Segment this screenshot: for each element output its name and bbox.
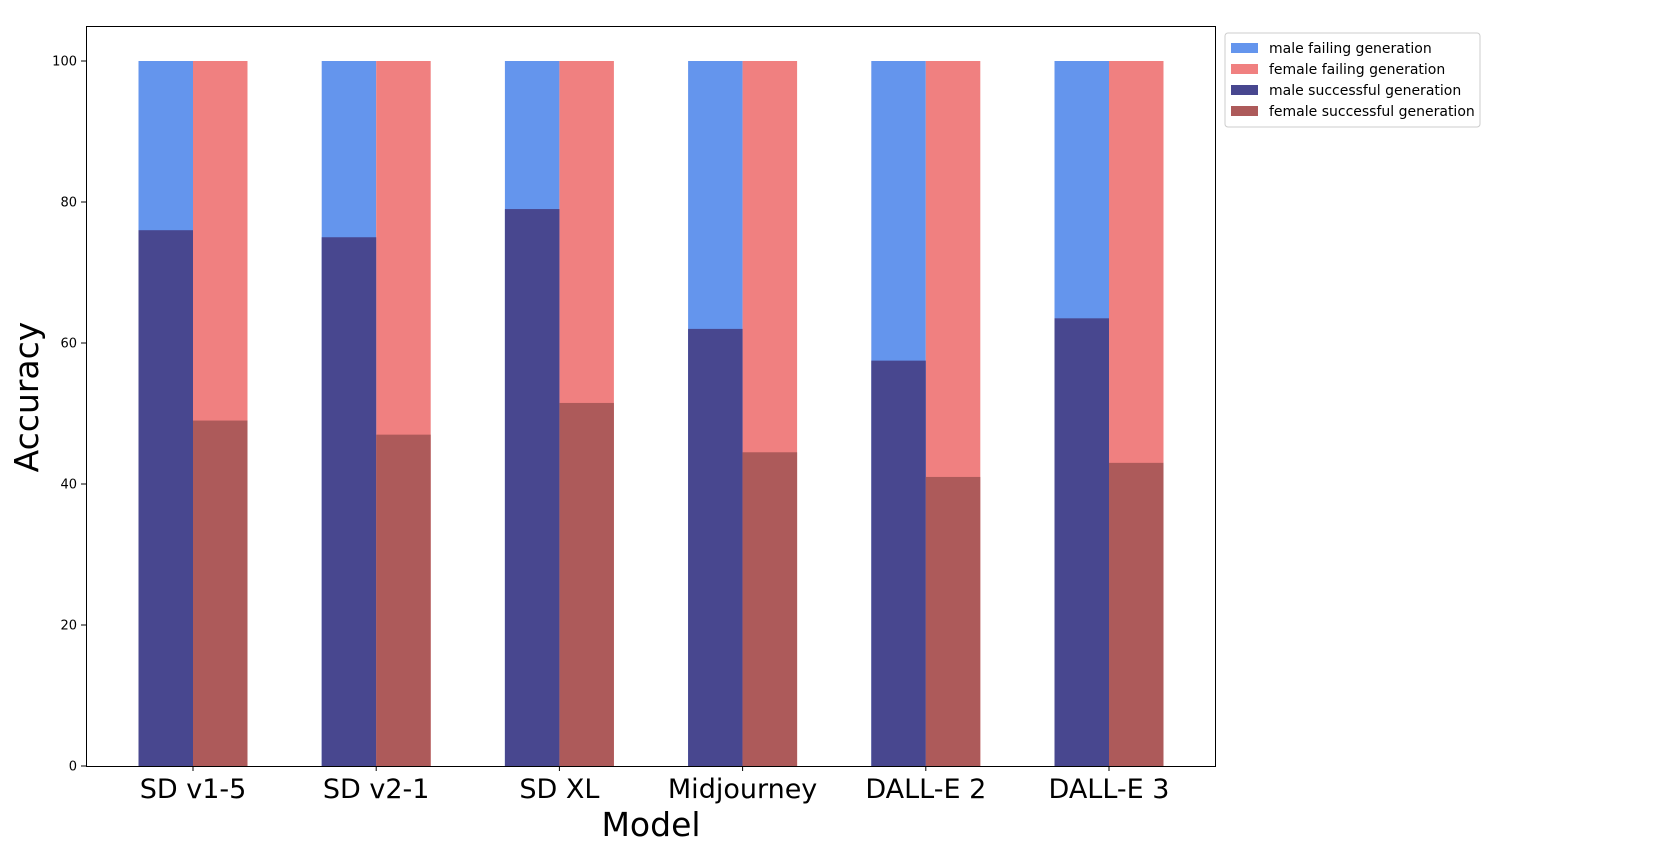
bar-female-successful-generation: [193, 420, 248, 766]
y-tick-label: 60: [60, 337, 77, 352]
legend-swatch-female-failing-generation: [1231, 64, 1258, 74]
legend-label-male-successful-generation: male successful generation: [1269, 83, 1461, 99]
bar-male-successful-generation: [871, 360, 926, 766]
legend-label-male-failing-generation: male failing generation: [1269, 41, 1432, 57]
bars: [138, 61, 1164, 767]
bar-female-successful-generation: [559, 402, 614, 766]
bar-female-successful-generation: [742, 452, 798, 766]
plot-frame: [86, 26, 1216, 767]
bar-male-successful-generation: [504, 209, 560, 767]
x-tick-label: SD v1-5: [140, 774, 247, 805]
x-tick-label: SD XL: [519, 774, 599, 805]
legend-label-female-successful-generation: female successful generation: [1269, 104, 1475, 120]
bar-male-successful-generation: [688, 328, 743, 766]
legend: male failing generation female failing ge…: [1224, 32, 1481, 128]
bar-male-successful-generation: [138, 230, 193, 766]
legend-swatch-male-successful-generation: [1231, 85, 1258, 95]
legend-label-female-failing-generation: female failing generation: [1269, 62, 1445, 78]
y-tick-label: 80: [60, 196, 77, 211]
bar-female-successful-generation: [376, 434, 431, 766]
legend-box: [1224, 32, 1481, 128]
y-axis-title: Accuracy: [7, 322, 46, 473]
x-axis: SD v1-5 SD v2-1 SD XL Midjourney DALL-E 2 DAL…: [140, 766, 1170, 805]
bar-male-successful-generation: [321, 237, 377, 766]
bar-female-successful-generation: [925, 476, 981, 766]
x-tick-label: DALL-E 2: [865, 774, 986, 805]
legend-swatch-female-successful-generation: [1231, 106, 1258, 116]
x-axis-title: Model: [601, 805, 700, 844]
y-tick-label: 0: [69, 760, 77, 775]
bar-female-successful-generation: [1109, 462, 1164, 766]
y-axis: 0 20 40 60 80 100: [52, 55, 86, 775]
x-tick-label: SD v2-1: [323, 774, 430, 805]
bar-male-successful-generation: [1054, 318, 1109, 766]
x-tick-label: Midjourney: [668, 774, 817, 805]
legend-swatch-male-failing-generation: [1231, 43, 1258, 53]
y-tick-label: 100: [52, 55, 77, 70]
y-tick-label: 40: [60, 478, 77, 493]
x-tick-label: DALL-E 3: [1049, 774, 1170, 805]
y-tick-label: 20: [60, 619, 77, 634]
